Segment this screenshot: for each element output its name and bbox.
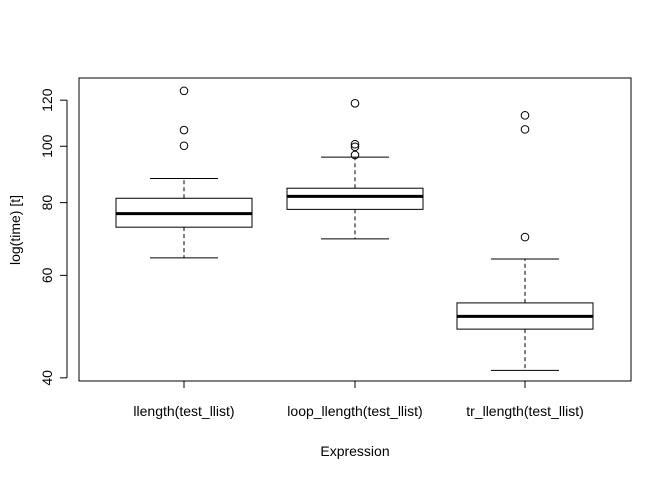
x-tick-label: llength(test_llist) (133, 403, 234, 419)
y-axis-title: log(time) [t] (7, 195, 23, 265)
x-axis-title: Expression (320, 443, 389, 459)
x-tick-label: tr_llength(test_llist) (466, 403, 584, 419)
box-group (286, 99, 424, 240)
x-tick-label: loop_llength(test_llist) (287, 403, 422, 419)
box-group (115, 86, 253, 259)
box (286, 187, 424, 210)
outlier-point (520, 111, 530, 120)
outlier-point (179, 141, 189, 151)
plot-frame (78, 77, 632, 382)
box-group (456, 111, 594, 371)
boxes-layer (115, 86, 594, 371)
outlier-point (520, 125, 530, 134)
outlier-point (350, 99, 360, 108)
outlier-point (350, 142, 360, 152)
y-tick-label: 120 (39, 88, 55, 112)
y-tick-label: 60 (39, 267, 55, 283)
outlier-point (350, 150, 360, 160)
outlier-point (179, 125, 189, 135)
y-tick-label: 40 (39, 370, 55, 386)
y-tick-label: 100 (39, 134, 55, 158)
outlier-point (520, 232, 530, 242)
y-tick-label: 80 (39, 195, 55, 211)
outlier-point (179, 86, 189, 96)
y-axis: 40 60 80 100 120 (39, 88, 68, 386)
x-axis: llength(test_llist) loop_llength(test_lli… (133, 380, 584, 419)
outlier-point (350, 139, 360, 149)
